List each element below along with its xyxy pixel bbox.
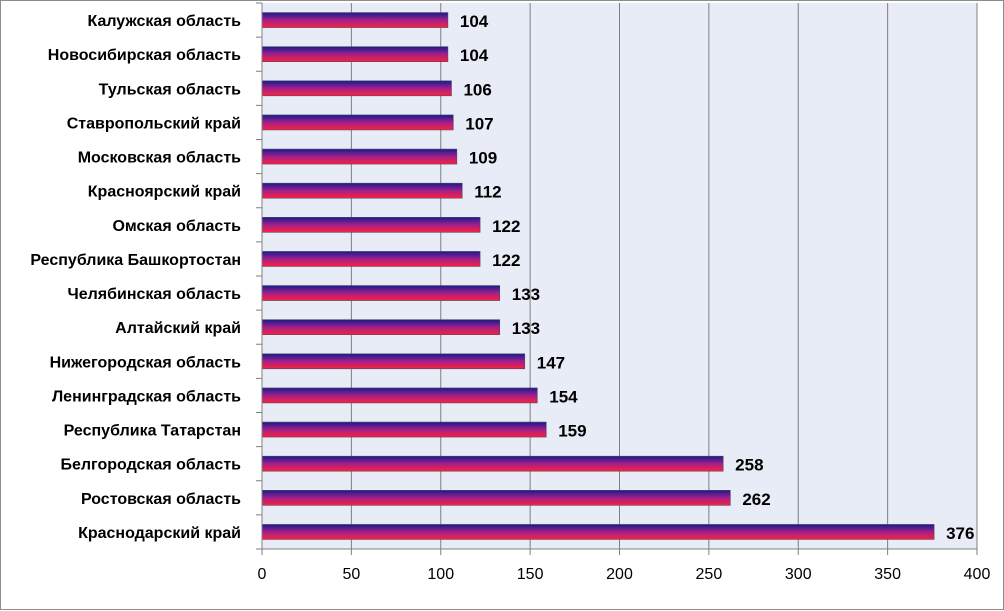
category-label-6: Омская область [112, 218, 241, 235]
category-label-12: Республика Татарстан [64, 423, 241, 440]
value-label-2: 106 [463, 80, 491, 99]
value-label-14: 262 [742, 490, 770, 509]
category-label-1: Новосибирская область [48, 47, 241, 64]
bar-9 [261, 319, 501, 335]
category-label-10: Нижегородская область [50, 354, 242, 371]
category-label-15: Краснодарский край [78, 525, 241, 542]
category-label-9: Алтайский край [115, 320, 241, 337]
value-label-6: 122 [492, 217, 520, 236]
x-tick-label-50: 50 [342, 566, 360, 583]
bar-15 [261, 524, 935, 540]
category-label-5: Красноярский край [88, 184, 241, 201]
value-label-9: 133 [512, 319, 540, 338]
bar-7 [261, 251, 481, 267]
x-tick-label-0: 0 [258, 566, 267, 583]
value-label-4: 109 [469, 149, 497, 168]
x-tick-label-400: 400 [964, 566, 991, 583]
value-label-12: 159 [558, 422, 586, 441]
bar-4 [261, 148, 458, 165]
category-label-4: Московская область [78, 150, 241, 167]
bar-12 [261, 421, 547, 438]
category-label-2: Тульская область [99, 81, 241, 98]
x-tick-label-150: 150 [517, 566, 544, 583]
x-tick-label-200: 200 [606, 566, 633, 583]
category-label-13: Белгородская область [60, 457, 241, 474]
value-label-13: 258 [735, 456, 763, 475]
bar-6 [261, 217, 481, 233]
x-tick-label-100: 100 [427, 566, 454, 583]
category-label-11: Ленинградская область [52, 388, 241, 405]
x-tick-label-300: 300 [785, 566, 812, 583]
x-tick-label-250: 250 [696, 566, 723, 583]
bar-11 [261, 387, 538, 404]
bar-0 [261, 12, 449, 28]
value-label-15: 376 [946, 524, 974, 543]
bar-2 [261, 80, 452, 97]
category-label-14: Ростовская область [81, 491, 241, 508]
bar-8 [261, 285, 501, 301]
x-tick-label-350: 350 [874, 566, 901, 583]
value-label-10: 147 [537, 353, 565, 372]
value-label-8: 133 [512, 285, 540, 304]
bar-5 [261, 182, 463, 199]
bar-3 [261, 114, 454, 131]
value-label-11: 154 [549, 387, 578, 406]
category-label-8: Челябинская область [68, 286, 242, 303]
value-label-3: 107 [465, 114, 493, 133]
category-label-7: Республика Башкортостан [30, 252, 241, 269]
category-label-0: Калужская область [87, 13, 241, 30]
bar-1 [261, 46, 449, 62]
category-label-3: Ставропольский край [67, 115, 241, 132]
bar-10 [261, 353, 526, 370]
value-label-0: 104 [460, 12, 489, 31]
bar-14 [261, 490, 731, 506]
value-label-5: 112 [474, 183, 501, 202]
value-label-7: 122 [492, 251, 520, 270]
bar-13 [261, 455, 724, 472]
value-label-1: 104 [460, 46, 489, 65]
